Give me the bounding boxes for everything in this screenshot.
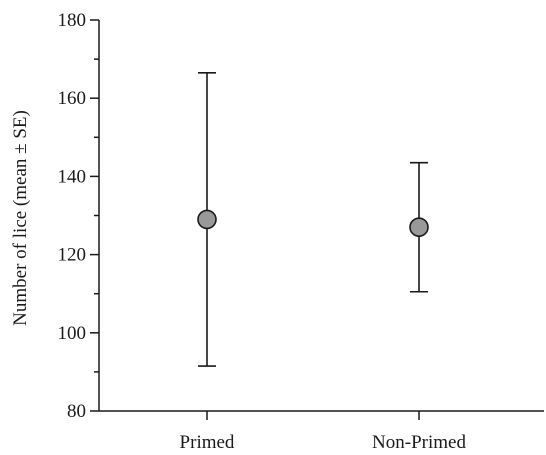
y-axis: 80 100 120 140 160 180 <box>58 10 100 422</box>
y-tick-label: 120 <box>58 245 87 266</box>
mean-point <box>197 209 217 230</box>
y-axis-title: Number of lice (mean ± SE) <box>10 110 31 326</box>
mean-point <box>409 217 429 238</box>
y-tick-label: 180 <box>58 10 87 31</box>
y-tick-label: 160 <box>58 88 87 109</box>
x-tick-label: Primed <box>180 432 235 453</box>
x-tick-label: Non-Primed <box>372 432 466 453</box>
y-tick-label: 140 <box>58 166 87 187</box>
x-axis: Primed Non-Primed <box>99 410 544 453</box>
plot-marks <box>197 71 429 367</box>
y-tick-label: 100 <box>58 323 87 344</box>
y-tick-label: 80 <box>67 401 86 422</box>
